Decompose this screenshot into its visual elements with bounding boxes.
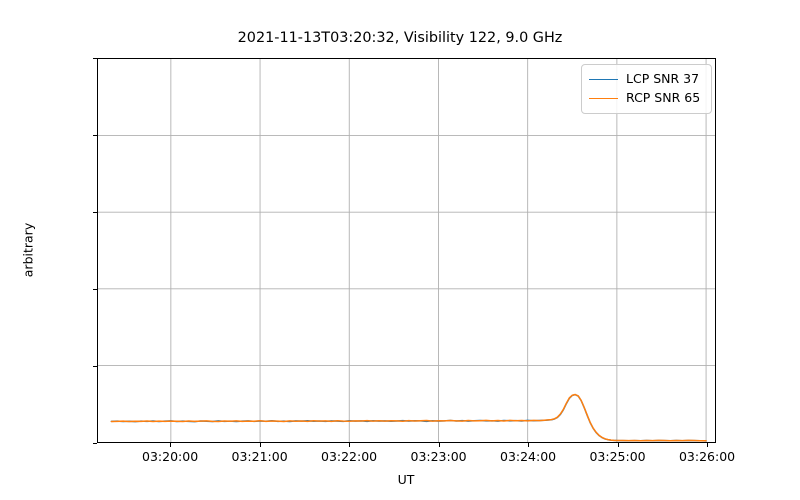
y-tick-mark (93, 135, 97, 137)
legend: LCP SNR 37 RCP SNR 65 (581, 64, 712, 114)
y-tick-mark (93, 212, 97, 214)
x-tick-mark (617, 443, 619, 447)
x-tick-label: 03:22:00 (320, 449, 378, 464)
x-tick-mark (259, 443, 261, 447)
x-tick-mark (707, 443, 709, 447)
x-tick-label: 03:24:00 (499, 449, 557, 464)
x-tick-mark (170, 443, 172, 447)
legend-label: RCP SNR 65 (626, 90, 701, 106)
legend-item-0[interactable]: LCP SNR 37 (589, 70, 704, 89)
legend-color-swatch (589, 79, 618, 80)
y-tick-mark (93, 443, 97, 445)
x-tick-mark (349, 443, 351, 447)
y-tick-mark (93, 289, 97, 291)
x-axis-label: UT (397, 472, 415, 487)
legend-item-1[interactable]: RCP SNR 65 (589, 89, 704, 108)
x-tick-label: 03:25:00 (589, 449, 646, 464)
x-tick-label: 03:21:00 (231, 449, 288, 464)
series-line-1 (111, 395, 706, 441)
x-tick-label: 03:20:00 (142, 449, 199, 464)
x-tick-mark (438, 443, 440, 447)
plot-area (97, 58, 716, 443)
x-tick-label: 03:26:00 (678, 449, 736, 464)
x-tick-mark (528, 443, 530, 447)
y-tick-mark (93, 58, 97, 60)
grid-lines (98, 59, 715, 442)
data-series-layer (98, 59, 715, 442)
x-tick-label: 03:23:00 (410, 449, 467, 464)
legend-color-swatch (589, 98, 618, 99)
y-tick-mark (93, 366, 97, 368)
legend-label: LCP SNR 37 (626, 71, 700, 87)
page-title: 2021-11-13T03:20:32, Visibility 122, 9.0… (237, 30, 563, 46)
y-axis-label: arbitrary (20, 222, 36, 278)
series-line-0 (111, 395, 706, 441)
